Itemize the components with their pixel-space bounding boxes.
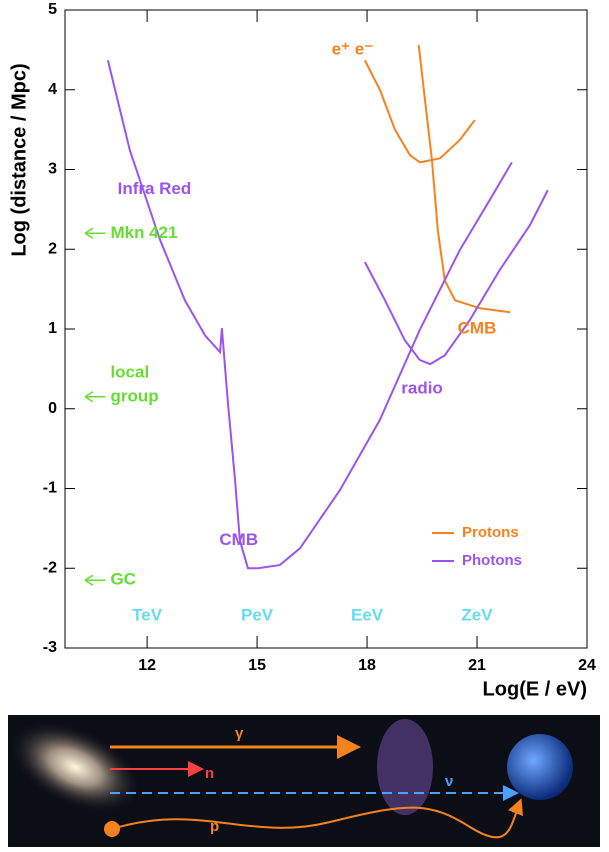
annotation-arrowhead: [84, 227, 94, 239]
proton-path: [111, 798, 523, 839]
annotation: CMB: [458, 318, 497, 337]
annotation: local: [110, 362, 149, 381]
x-tick-label: 21: [468, 657, 486, 674]
earth: [507, 734, 573, 800]
annotation: PeV: [241, 606, 274, 625]
x-tick-label: 24: [578, 657, 596, 674]
neutrino-label: ν: [445, 773, 453, 790]
y-tick-label: 1: [48, 320, 57, 337]
x-tick-label: 12: [138, 657, 156, 674]
diagram: γ n ν p: [8, 715, 600, 847]
chart: Log (distance / Mpc) Log(E / eV) -3 -2 -1 0…: [8, 1, 596, 700]
series-line: [106, 60, 549, 570]
y-tick-label: 0: [48, 400, 57, 417]
galaxy: [9, 721, 141, 813]
annotation-arrowhead: [84, 391, 94, 403]
annotation: group: [110, 386, 158, 405]
y-tick-label: -2: [43, 559, 57, 576]
x-tick-label: 18: [358, 657, 376, 674]
series-line: [363, 44, 511, 314]
proton: [104, 821, 120, 837]
neutron-label: n: [205, 765, 214, 782]
y-tick-label: -1: [43, 480, 57, 497]
cluster: [377, 719, 433, 815]
legend-label: Photons: [462, 552, 522, 569]
annotation: EeV: [351, 606, 384, 625]
gamma-label: γ: [235, 725, 244, 742]
proton-label: p: [210, 818, 219, 835]
annotation: CMB: [219, 530, 258, 549]
x-tick-label: 15: [248, 657, 266, 674]
annotation-arrowhead: [84, 574, 94, 586]
y-tick-label: -3: [43, 639, 57, 656]
annotation: ZeV: [461, 606, 493, 625]
annotation: radio: [401, 378, 443, 397]
x-axis-label: Log(E / eV): [483, 678, 587, 700]
annotation: e⁺ e⁻: [332, 39, 374, 58]
y-tick-label: 3: [48, 161, 57, 178]
legend-label: Protons: [462, 524, 519, 541]
y-tick-label: 4: [48, 81, 57, 98]
y-tick-label: 5: [48, 1, 57, 18]
annotation: Infra Red: [118, 179, 192, 198]
annotation: Mkn 421: [110, 223, 177, 242]
y-axis-label: Log (distance / Mpc): [8, 63, 30, 256]
annotation: TeV: [132, 606, 163, 625]
annotation: GC: [110, 570, 135, 589]
y-tick-label: 2: [48, 240, 57, 257]
